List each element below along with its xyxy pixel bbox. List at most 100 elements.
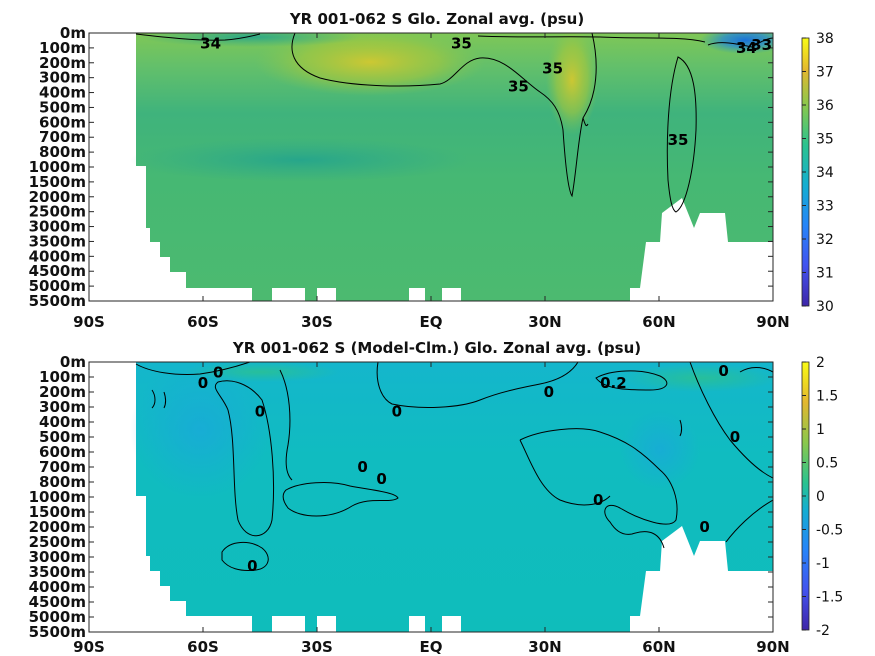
y-tick-label: 800m <box>39 473 86 491</box>
y-tick-label: 5500m <box>29 623 86 641</box>
x-tick-label: 90N <box>756 638 789 656</box>
y-tick-label: 300m <box>39 69 86 87</box>
y-tick-label: 800m <box>39 143 86 161</box>
y-tick-label: 100m <box>39 39 86 57</box>
colorbar-tick-label: 37 <box>816 65 834 81</box>
contour-label: 0 <box>392 403 402 421</box>
y-tick-label: 2000m <box>29 188 86 206</box>
y-tick-label: 2000m <box>29 518 86 536</box>
contour-02-north <box>595 370 668 391</box>
y-tick-label: 1000m <box>29 488 86 506</box>
southern-fresh-surface <box>140 33 360 47</box>
contour-35-meander <box>582 117 589 127</box>
contour-zero-north-column <box>519 428 678 549</box>
contour-label: 35 <box>542 60 563 78</box>
contour-zero-south-stub <box>163 391 166 409</box>
colorbar-tick-label: -1 <box>816 556 830 572</box>
colorbar-tick-label: 2 <box>816 355 825 371</box>
colorbar-tick-label: -0.5 <box>816 523 843 539</box>
colorbar-tick-label: 30 <box>816 299 834 315</box>
x-tick-label: 30S <box>301 638 333 656</box>
x-tick-label: EQ <box>420 313 443 331</box>
warm-subtropical-core-north <box>546 33 598 135</box>
colorbar-tick-label: 31 <box>816 266 834 282</box>
contour-label: 35 <box>451 34 472 52</box>
y-tick-label: 500m <box>39 428 86 446</box>
y-tick-label: 300m <box>39 398 86 416</box>
y-tick-label: 5000m <box>29 608 86 626</box>
contour-zero-far-south <box>151 389 156 409</box>
y-tick-label: 2500m <box>29 533 86 551</box>
contour-zero-deep-south <box>221 542 269 571</box>
y-tick-label: 4500m <box>29 593 86 611</box>
top-field <box>130 33 773 301</box>
y-tick-label: 4500m <box>29 262 86 280</box>
colorbar-tick-label: 0 <box>816 489 825 505</box>
contour-35-surface-north <box>477 35 706 43</box>
contour-02-arctic <box>739 367 773 373</box>
colorbar-tick-label: 38 <box>816 31 834 47</box>
x-tick-label: 90S <box>73 638 105 656</box>
y-tick-label: 1500m <box>29 503 86 521</box>
contour-34-south <box>135 33 261 41</box>
y-tick-label: 100m <box>39 368 86 386</box>
y-tick-label: 3500m <box>29 232 86 250</box>
contour-zero-north-stub <box>679 419 682 437</box>
warm-subtropical-core-south <box>255 33 485 96</box>
contour-35-main <box>291 33 597 198</box>
y-tick-label: 400m <box>39 413 86 431</box>
y-tick-label: 3000m <box>29 548 86 566</box>
contour-label: 0 <box>198 374 208 392</box>
y-tick-label: 3000m <box>29 218 86 236</box>
top-colorbar-ticks: 30 31 32 33 34 35 36 37 38 <box>802 31 834 315</box>
colorbar-tick-label: 1.5 <box>816 389 838 405</box>
contour-zero-deep-north <box>725 499 773 543</box>
bottom-colorbar-ticks: -2 -1.5 -1 -0.5 0 0.5 1 1.5 2 <box>802 355 843 639</box>
contour-label: 0 <box>255 403 265 421</box>
bottom-ocean-field <box>136 362 773 632</box>
y-tick-label: 4000m <box>29 247 86 265</box>
contour-label: 0 <box>376 470 386 488</box>
y-tick-label: 700m <box>39 128 86 146</box>
negative-anomaly-north <box>620 410 700 490</box>
top-x-axis: 90S 60S 30S EQ 30N 60N 90N <box>73 33 790 331</box>
contour-zero-equator <box>376 362 579 408</box>
x-tick-label: 90S <box>73 313 105 331</box>
contour-label: 34 <box>200 34 221 52</box>
colorbar-tick-label: 34 <box>816 165 834 181</box>
x-tick-label: EQ <box>420 638 443 656</box>
y-tick-label: 700m <box>39 458 86 476</box>
top-y-axis: 0m100m200m300m400m500m600m700m800m1000m1… <box>29 24 773 310</box>
y-tick-label: 5500m <box>29 292 86 310</box>
x-tick-label: 60N <box>642 638 675 656</box>
x-tick-label: 30N <box>528 313 561 331</box>
bottom-field <box>130 362 773 632</box>
colorbar-tick-label: 1 <box>816 422 825 438</box>
colorbar-tick-label: 33 <box>816 199 834 215</box>
x-tick-label: 60S <box>187 313 219 331</box>
bottom-x-axis: 90S 60S 30S EQ 30N 60N 90N <box>73 362 790 656</box>
y-tick-label: 600m <box>39 443 86 461</box>
contour-label: 0 <box>247 557 257 575</box>
bottom-y-axis: 0m100m200m300m400m500m600m700m800m1000m1… <box>29 353 773 641</box>
contour-label: 34 <box>736 39 757 57</box>
contour-34-arctic <box>707 37 773 48</box>
y-tick-label: 1500m <box>29 173 86 191</box>
intermediate-fresh-layer <box>130 138 470 182</box>
contour-zero-mid-loop <box>282 482 399 517</box>
bottom-colorbar: -2 -1.5 -1 -0.5 0 0.5 1 1.5 2 <box>801 355 843 639</box>
y-tick-label: 2500m <box>29 203 86 221</box>
contour-label: 0.2 <box>600 374 627 392</box>
top-title: YR 001-062 S Glo. Zonal avg. (psu) <box>289 10 584 28</box>
bottom-panel: YR 001-062 S (Model-Clm.) Glo. Zonal avg… <box>29 339 844 656</box>
colorbar-tick-label: 36 <box>816 98 834 114</box>
contour-label: 0 <box>357 458 367 476</box>
top-panel: YR 001-062 S Glo. Zonal avg. (psu) 0m100… <box>29 10 834 331</box>
contour-zero-arctic <box>689 362 773 479</box>
y-tick-label: 200m <box>39 54 86 72</box>
y-tick-label: 600m <box>39 113 86 131</box>
colorbar-tick-label: 35 <box>816 132 834 148</box>
